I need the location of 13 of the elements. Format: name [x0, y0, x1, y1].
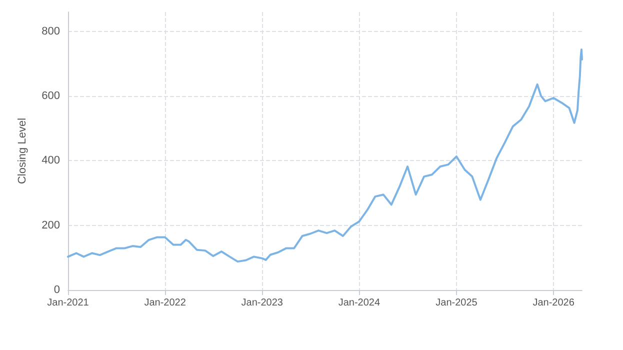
y-tick-label: 600	[42, 90, 60, 102]
x-tick-label: Jan-2023	[241, 298, 284, 308]
y-tick-label: 800	[42, 25, 60, 38]
y-tick-label: 0	[54, 284, 60, 296]
x-tick-label: Jan-2026	[532, 298, 575, 308]
x-tick-label: Jan-2024	[338, 298, 380, 308]
y-tick-label: 400	[42, 154, 60, 167]
x-tick-label: Jan-2025	[436, 298, 478, 308]
line-series	[67, 48, 583, 263]
y-axis-title: Closing Level	[16, 118, 28, 184]
x-tick-label: Jan-2022	[144, 298, 186, 308]
x-tick-label: Jan-2021	[47, 298, 90, 308]
y-tick-label: 200	[42, 219, 60, 232]
